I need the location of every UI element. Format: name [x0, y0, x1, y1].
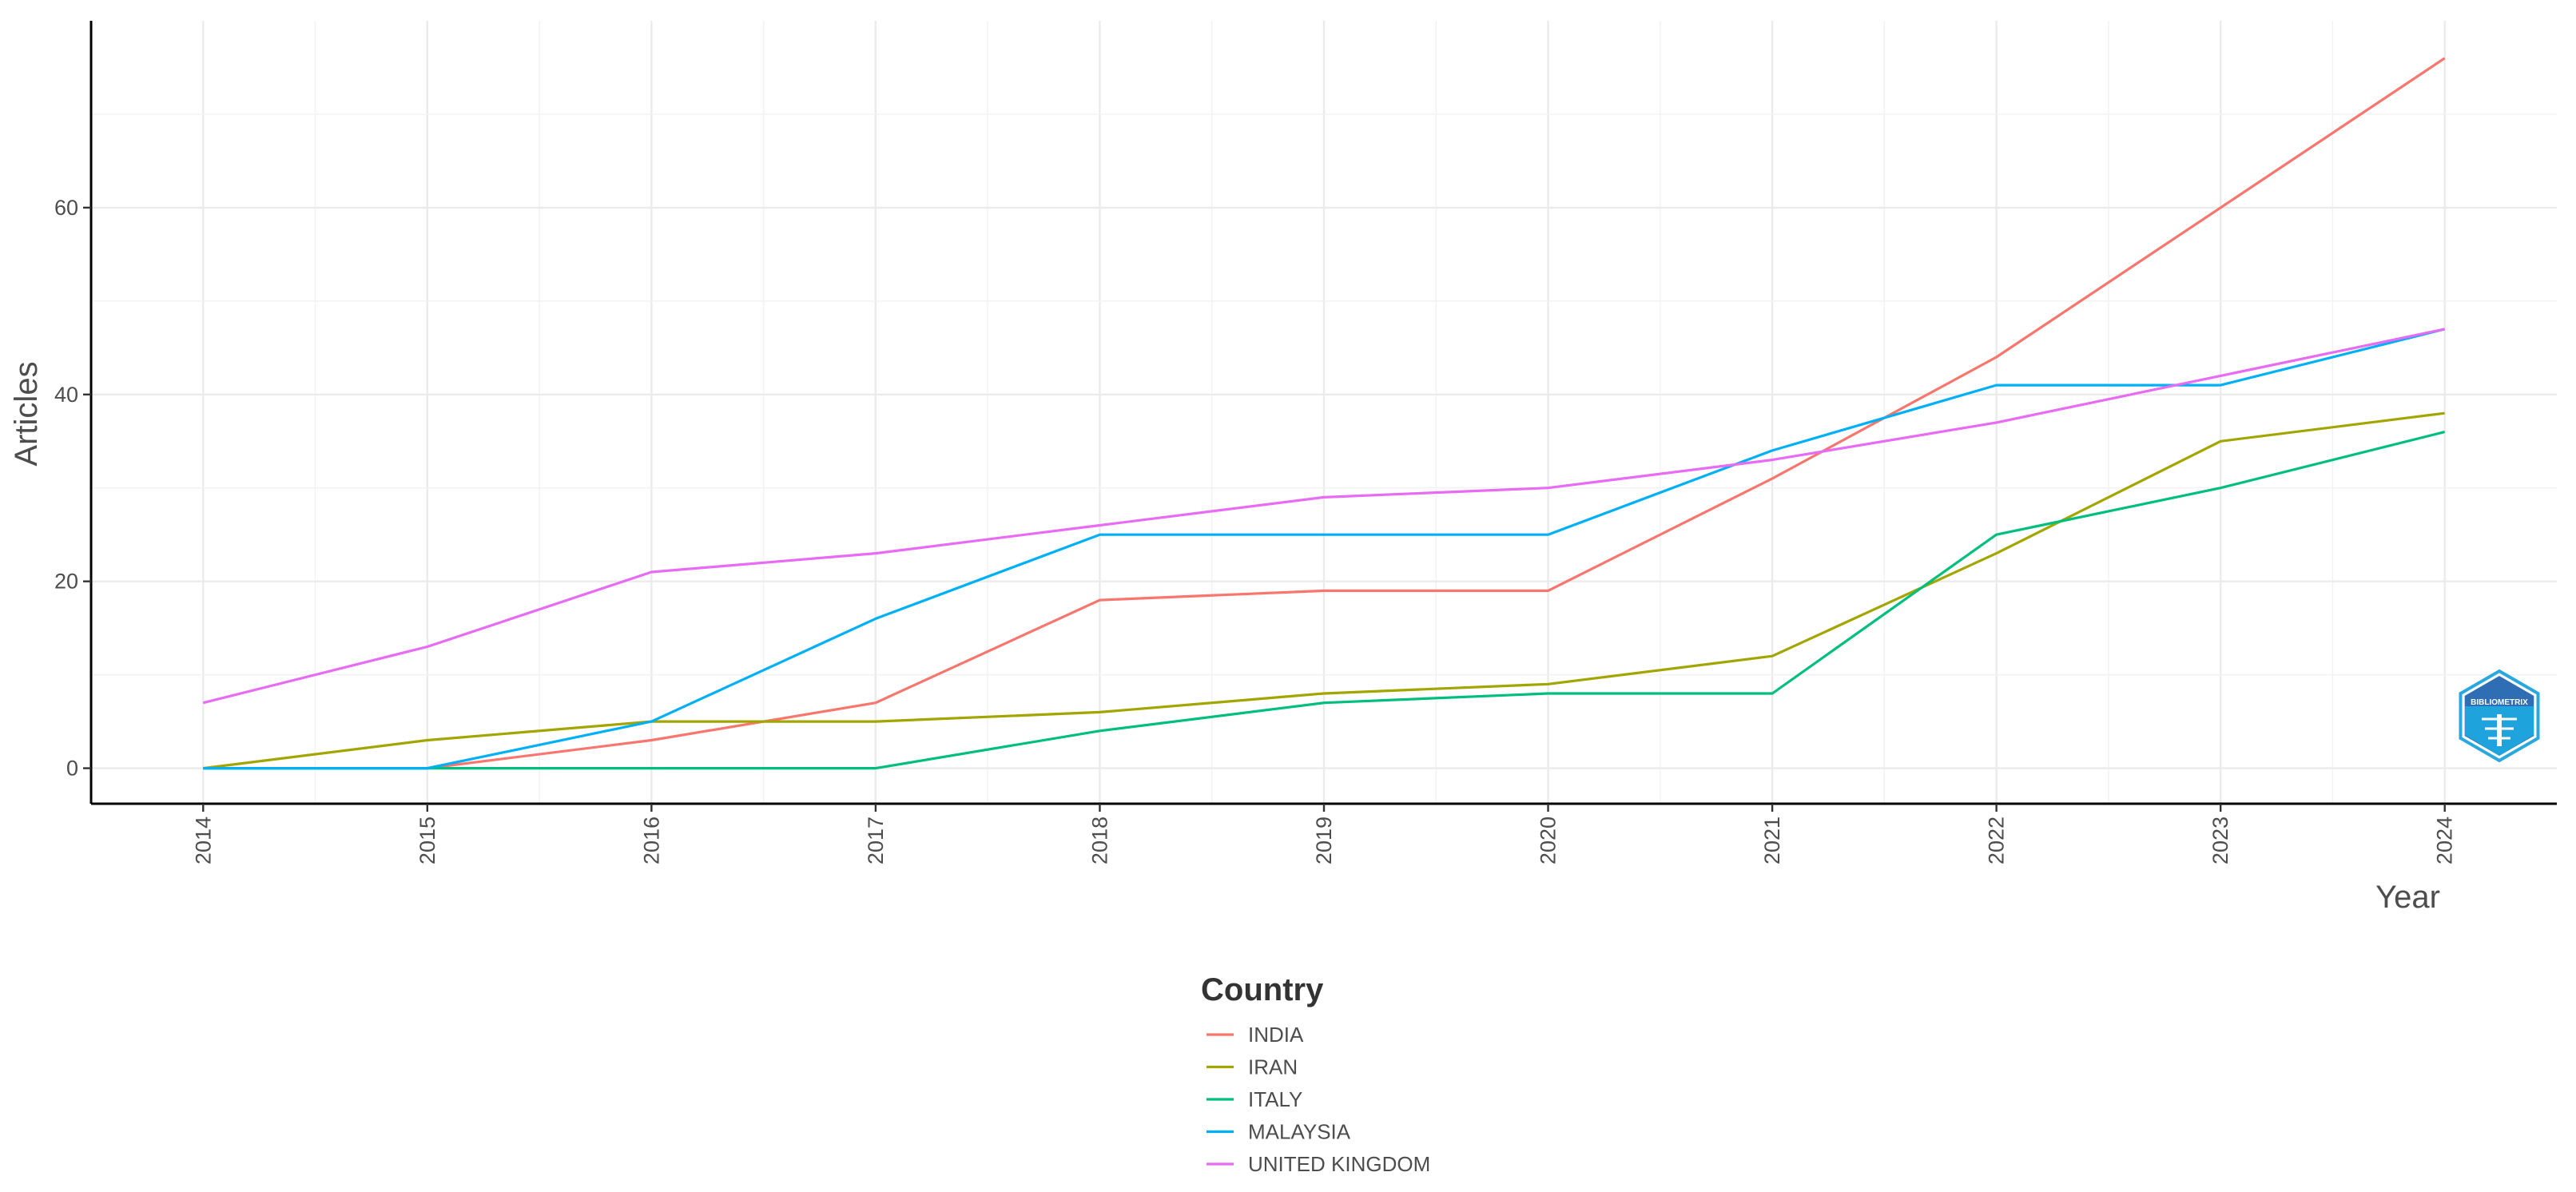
x-tick-label: 2022 — [1985, 817, 2009, 864]
grid-layer — [91, 21, 2557, 804]
x-tick-label: 2020 — [1536, 817, 1560, 864]
y-axis-title: Articles — [9, 361, 44, 466]
axis-layer: 0 20 40 60 2014 2015 2016 2017 2018 2019 2020 2021 2… — [54, 21, 2557, 864]
legend-label: IRAN — [1248, 1055, 1298, 1079]
series-line-iran — [203, 411, 2445, 770]
label-layer: Articles Year — [9, 361, 2440, 915]
legend-label: UNITED KINGDOM — [1248, 1152, 1430, 1176]
watermark: BIBLIOMETRIX — [2459, 669, 2540, 763]
series-line-italy — [203, 431, 2446, 770]
x-tick-label: 2024 — [2433, 817, 2457, 864]
y-tick-label: 60 — [54, 196, 78, 220]
x-tick-label: 2014 — [191, 817, 215, 864]
legend-label: INDIA — [1248, 1023, 1304, 1047]
legend-label: ITALY — [1248, 1087, 1302, 1111]
y-tick-label: 40 — [54, 383, 78, 407]
legend-title: Country — [1201, 972, 1324, 1007]
series-line-malaysia — [203, 328, 2446, 770]
y-tick-label: 20 — [54, 570, 78, 594]
series-layer — [202, 57, 2446, 770]
legend: Country INDIA IRAN ITALY MALAYSIA UNITED KIN… — [1201, 972, 1430, 1176]
series-line-united-kingdom — [202, 328, 2446, 705]
x-tick-label: 2016 — [639, 817, 663, 864]
x-tick-label: 2015 — [415, 817, 439, 864]
x-tick-label: 2017 — [864, 817, 888, 864]
y-tick-label: 0 — [66, 757, 78, 781]
x-tick-label: 2021 — [1760, 817, 1784, 864]
series-line-india — [203, 57, 2446, 770]
watermark-text: BIBLIOMETRIX — [2471, 698, 2528, 707]
x-tick-label: 2018 — [1087, 817, 1111, 864]
x-tick-label: 2019 — [1312, 817, 1336, 864]
bibliometrix-logo-icon: BIBLIOMETRIX — [2459, 669, 2540, 763]
x-tick-label: 2023 — [2208, 817, 2232, 864]
legend-label: MALAYSIA — [1248, 1120, 1351, 1144]
x-axis-title: Year — [2375, 880, 2440, 915]
